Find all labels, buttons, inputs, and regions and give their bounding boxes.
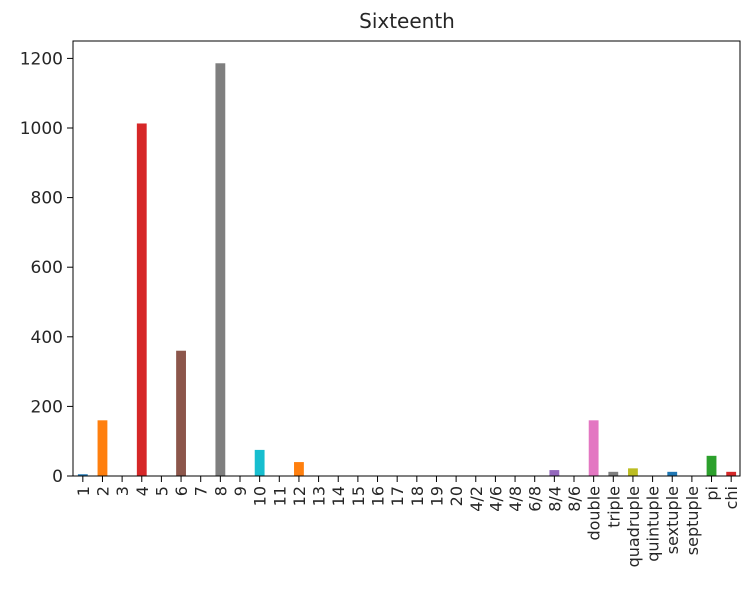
bar-12 (294, 462, 304, 476)
y-tick-label: 800 (31, 189, 63, 209)
x-tick-label: 20 (447, 486, 466, 506)
y-tick-label: 0 (52, 467, 63, 487)
x-tick-label: 11 (270, 486, 289, 506)
x-tick-label: 13 (310, 486, 329, 506)
x-tick-label: 16 (369, 486, 388, 506)
x-tick-label: 8 (211, 486, 230, 496)
x-tick-label: 4/8 (506, 486, 525, 512)
x-tick-label: 3 (113, 486, 132, 496)
bar-2 (98, 420, 108, 476)
x-tick-label: triple (604, 486, 623, 528)
x-tick-label: quintuple (644, 486, 663, 562)
y-axis: 0 200 400 600 800 1000 1200 (20, 49, 73, 487)
y-tick-label: 1200 (20, 49, 63, 69)
x-tick-label: 15 (349, 486, 368, 506)
bar-6 (176, 351, 186, 476)
x-tick-label: 14 (329, 486, 348, 506)
bar-pi (707, 456, 717, 476)
x-tick-label: 9 (231, 486, 250, 496)
bar-8 (215, 63, 225, 476)
x-tick-label: 5 (152, 486, 171, 496)
bars (78, 63, 736, 476)
x-tick-label: 10 (251, 486, 270, 506)
x-tick-label: quadruple (624, 486, 643, 567)
x-tick-label: 4/2 (467, 486, 486, 512)
x-tick-label: 17 (388, 486, 407, 506)
y-tick-label: 600 (31, 258, 63, 278)
bar-10 (255, 450, 265, 476)
bar-8/4 (549, 470, 559, 476)
x-axis: 1 2 3 4 5 6 7 8 9 10 11 12 13 14 15 16 17 18 19 20 4/2 4/6 4/8… (74, 476, 741, 567)
chart-title: Sixteenth (359, 9, 455, 33)
x-tick-label: 4 (133, 486, 152, 496)
x-tick-label: septuple (683, 486, 702, 555)
plot-frame (73, 41, 740, 476)
x-tick-label: 8/4 (545, 486, 564, 512)
y-tick-label: 400 (31, 328, 63, 348)
x-tick-label: chi (722, 486, 741, 509)
bar-double (589, 420, 599, 476)
x-tick-label: double (585, 486, 604, 541)
bar-4 (137, 123, 147, 476)
y-tick-label: 1000 (20, 119, 63, 139)
x-tick-label: 12 (290, 486, 309, 506)
x-tick-label: sextuple (663, 486, 682, 554)
bar-chi (726, 472, 736, 476)
x-tick-label: 4/6 (486, 486, 505, 512)
x-tick-label: 19 (427, 486, 446, 506)
y-tick-label: 200 (31, 397, 63, 417)
bar-triple (608, 472, 618, 476)
x-tick-label: 2 (93, 486, 112, 496)
x-tick-label: 18 (408, 486, 427, 506)
x-tick-label: 6/8 (526, 486, 545, 512)
bar-sextuple (667, 472, 677, 476)
x-tick-label: pi (703, 486, 722, 501)
x-tick-label: 1 (74, 486, 93, 496)
x-tick-label: 8/6 (565, 486, 584, 512)
x-tick-label: 7 (192, 486, 211, 496)
x-tick-label: 6 (172, 486, 191, 496)
bar-quadruple (628, 468, 638, 476)
